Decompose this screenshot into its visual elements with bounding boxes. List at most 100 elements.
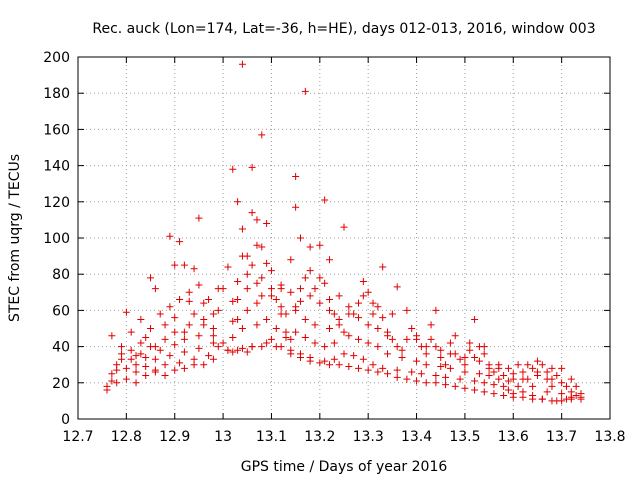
data-point xyxy=(417,370,425,378)
data-point xyxy=(267,285,275,293)
data-point xyxy=(209,332,217,340)
data-point xyxy=(374,343,382,351)
data-point xyxy=(509,375,517,383)
data-point xyxy=(253,321,261,329)
data-point xyxy=(325,306,333,314)
data-point xyxy=(490,368,498,376)
data-point xyxy=(480,350,488,358)
data-point xyxy=(408,325,416,332)
data-point xyxy=(142,334,150,342)
data-point xyxy=(195,344,203,352)
data-point xyxy=(504,377,512,385)
data-point xyxy=(209,325,217,332)
data-point xyxy=(558,364,566,372)
data-point xyxy=(142,363,150,371)
data-point xyxy=(161,321,169,329)
data-point xyxy=(335,361,343,369)
data-point xyxy=(490,390,498,398)
data-point xyxy=(553,372,561,380)
data-point xyxy=(548,364,556,372)
data-point xyxy=(263,220,271,228)
x-tick-label: 12.9 xyxy=(159,429,190,445)
data-point xyxy=(432,306,440,314)
data-point xyxy=(403,335,411,343)
data-point xyxy=(287,350,295,358)
x-tick-label: 13 xyxy=(214,429,232,445)
data-point xyxy=(287,256,295,264)
y-tick-label: 20 xyxy=(52,376,70,392)
data-point xyxy=(243,348,251,356)
y-tick-label: 180 xyxy=(43,86,70,102)
data-point xyxy=(301,315,309,323)
data-point xyxy=(374,368,382,376)
x-tick-label: 12.8 xyxy=(111,429,142,445)
data-point xyxy=(504,364,512,372)
data-point xyxy=(176,359,184,367)
data-point xyxy=(422,361,430,369)
data-point xyxy=(393,373,401,381)
data-point xyxy=(330,355,338,363)
data-point xyxy=(219,339,227,347)
data-point xyxy=(461,353,469,361)
data-point xyxy=(258,292,266,300)
data-point xyxy=(224,346,232,354)
data-point xyxy=(161,361,169,369)
data-point xyxy=(277,343,285,351)
data-point xyxy=(340,328,348,336)
data-point xyxy=(403,306,411,314)
y-tick-label: 80 xyxy=(52,267,70,283)
data-point xyxy=(340,223,348,231)
data-point xyxy=(132,368,140,376)
data-point xyxy=(558,397,566,405)
data-point xyxy=(292,172,300,180)
data-point xyxy=(355,314,363,322)
data-point xyxy=(156,310,164,318)
data-point xyxy=(321,343,329,351)
data-point xyxy=(364,321,372,329)
data-point xyxy=(432,343,440,351)
data-point xyxy=(538,395,546,403)
data-point xyxy=(263,259,271,267)
data-point xyxy=(267,335,275,343)
data-point xyxy=(171,341,179,349)
data-point xyxy=(432,372,440,380)
data-point xyxy=(321,196,329,204)
axis-ticks: 12.7 12.8 12.9 13 13.1 13.2 13.3 13.4 13.5 13.6 13… xyxy=(43,50,625,445)
data-point xyxy=(422,379,430,387)
data-point xyxy=(519,368,527,376)
data-point xyxy=(287,335,295,343)
data-point xyxy=(200,361,208,369)
data-point xyxy=(311,285,319,293)
x-tick-label: 13.7 xyxy=(546,429,577,445)
data-point xyxy=(543,388,551,396)
data-point xyxy=(393,343,401,351)
data-point xyxy=(267,292,275,300)
y-tick-label: 60 xyxy=(52,303,70,319)
x-tick-label: 13.4 xyxy=(401,429,432,445)
data-point xyxy=(558,390,566,398)
y-tick-label: 120 xyxy=(43,195,70,211)
data-point xyxy=(234,277,242,285)
data-point xyxy=(533,357,541,365)
data-point xyxy=(161,335,169,343)
data-point xyxy=(538,361,546,369)
x-axis-label: GPS time / Days of year 2016 xyxy=(241,459,448,475)
data-point xyxy=(451,332,459,340)
data-point xyxy=(311,321,319,329)
data-point xyxy=(151,355,159,363)
data-point xyxy=(330,339,338,347)
data-point xyxy=(548,375,556,383)
data-point xyxy=(355,299,363,307)
data-point xyxy=(567,395,575,403)
data-point xyxy=(171,261,179,269)
data-point xyxy=(195,214,203,222)
data-point xyxy=(471,377,479,385)
data-point xyxy=(398,353,406,361)
x-tick-label: 13.5 xyxy=(449,429,480,445)
data-point xyxy=(238,252,246,260)
data-point xyxy=(316,274,324,282)
data-point xyxy=(567,375,575,383)
data-point xyxy=(572,391,580,399)
